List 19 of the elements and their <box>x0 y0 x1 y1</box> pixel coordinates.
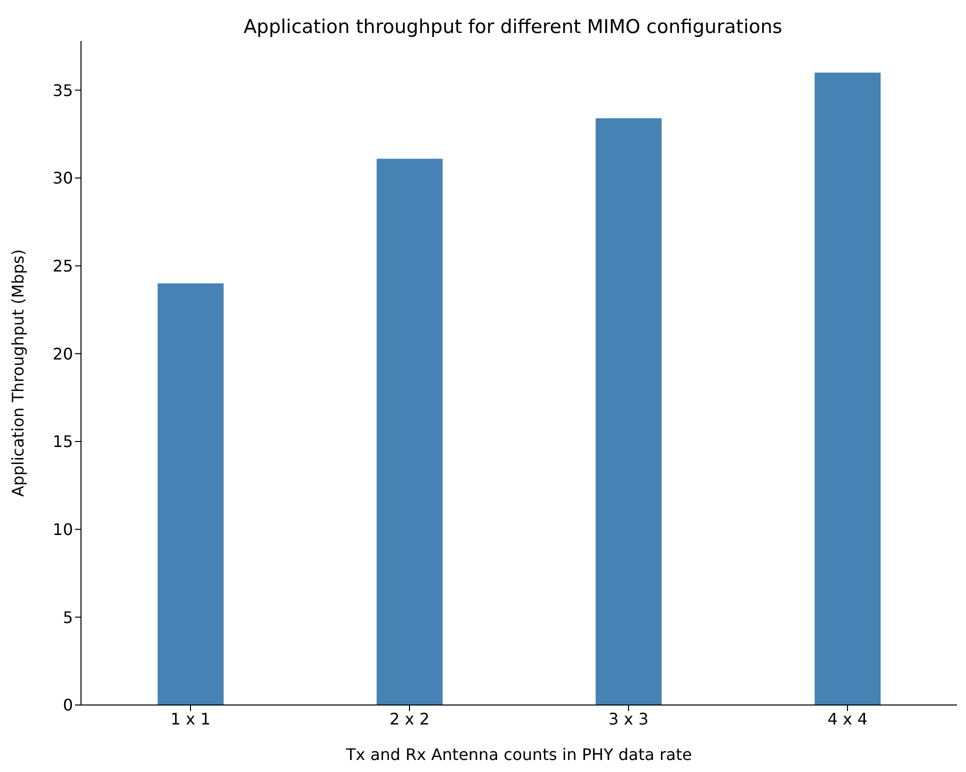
x-axis-title: Tx and Rx Antenna counts in PHY data rate <box>345 745 692 764</box>
y-tick-label: 5 <box>62 608 73 627</box>
x-tick-label: 3 x 3 <box>608 709 648 728</box>
y-tick-label: 30 <box>52 168 73 188</box>
bar <box>596 118 662 705</box>
y-tick-label: 35 <box>52 80 73 100</box>
x-tick-label: 1 x 1 <box>170 709 210 728</box>
bar <box>158 283 224 705</box>
y-tick-label: 10 <box>52 520 73 540</box>
y-tick-label: 25 <box>52 256 73 276</box>
x-tick-label: 4 x 4 <box>828 709 868 728</box>
y-axis-title: Application Throughput (Mbps) <box>8 249 28 497</box>
y-tick-label: 15 <box>52 432 73 452</box>
bar <box>814 72 881 705</box>
y-tick-label: 20 <box>52 344 73 364</box>
bar <box>376 158 443 705</box>
x-tick-label: 2 x 2 <box>390 709 430 728</box>
y-tick-label: 0 <box>62 696 73 715</box>
chart-title: Application throughput for different MIMO configurations <box>242 16 784 38</box>
